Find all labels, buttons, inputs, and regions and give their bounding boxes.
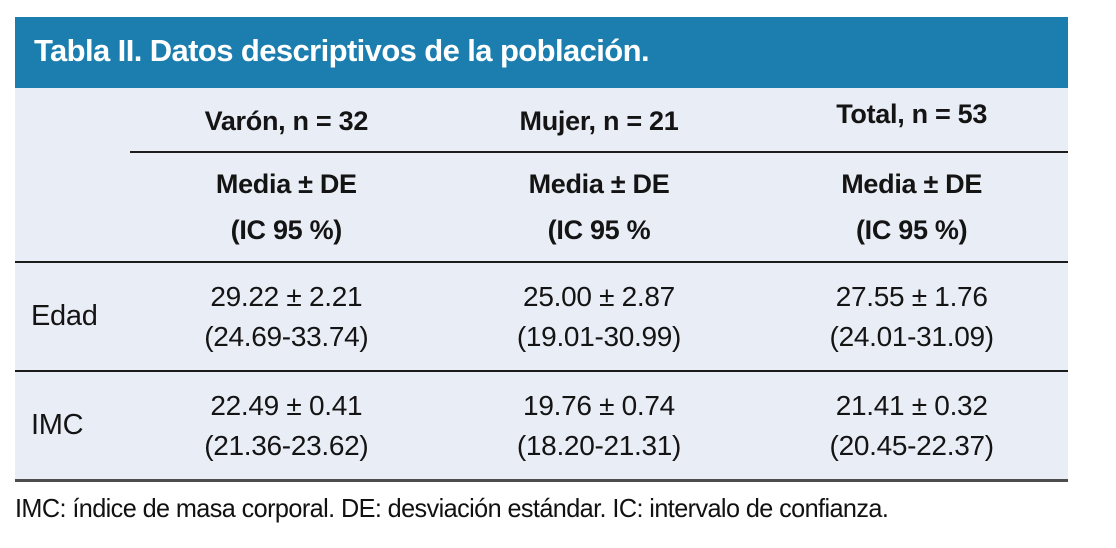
imc-total-cell: 21.41 ± 0.32 (20.45-22.37)	[755, 372, 1068, 479]
table-row-edad: Edad 29.22 ± 2.21 (24.69-33.74) 25.00 ± …	[15, 263, 1068, 372]
group-header-varon: Varón, n = 32	[130, 88, 443, 153]
group-header-total-label: Total, n = 53	[836, 98, 988, 129]
subheader-mujer-ci: (IC 95 %	[547, 215, 651, 245]
edad-mujer-ci: (19.01-30.99)	[516, 320, 682, 352]
imc-total-mean: 21.41 ± 0.32	[835, 389, 988, 421]
group-header-underline	[130, 151, 1068, 153]
table-title-bar: Tabla II. Datos descriptivos de la pobla…	[15, 17, 1068, 88]
group-header-mujer: Mujer, n = 21	[443, 88, 756, 153]
row-label-edad: Edad	[31, 300, 98, 332]
edad-varon-mean: 29.22 ± 2.21	[210, 280, 363, 312]
table-title: Tabla II. Datos descriptivos de la pobla…	[34, 32, 650, 68]
group-header-varon-label: Varón, n = 32	[204, 105, 369, 136]
edad-total-ci: (24.01-31.09)	[829, 320, 995, 352]
imc-mujer-cell: 19.76 ± 0.74 (18.20-21.31)	[443, 372, 756, 479]
edad-total-mean: 27.55 ± 1.76	[835, 280, 988, 312]
group-header-mujer-label: Mujer, n = 21	[519, 105, 679, 136]
table-row-imc: IMC 22.49 ± 0.41 (21.36-23.62) 19.76 ± 0…	[15, 372, 1068, 482]
edad-mujer-cell: 25.00 ± 2.87 (19.01-30.99)	[443, 263, 756, 370]
subheader-total: Media ± DE (IC 95 %)	[755, 153, 1068, 261]
edad-mujer-mean: 25.00 ± 2.87	[523, 280, 675, 312]
subheader-total-measure: Media ± DE	[841, 169, 983, 199]
subheader-total-ci: (IC 95 %)	[855, 215, 968, 245]
subheader-varon-ci: (IC 95 %)	[230, 215, 343, 245]
subheader-mujer: Media ± DE (IC 95 %	[443, 153, 756, 261]
imc-mujer-mean: 19.76 ± 0.74	[523, 389, 675, 421]
edad-varon-ci: (24.69-33.74)	[204, 320, 369, 352]
corner-cell	[15, 88, 130, 153]
group-header-row: Varón, n = 32 Mujer, n = 21 Total, n = 5…	[15, 88, 1068, 153]
subheader-empty-cell	[15, 153, 130, 261]
subheader-row: Media ± DE (IC 95 %) Media ± DE (IC 95 %…	[15, 153, 1068, 263]
subheader-mujer-measure: Media ± DE	[528, 169, 670, 199]
edad-varon-cell: 29.22 ± 2.21 (24.69-33.74)	[130, 263, 443, 370]
table-footnote: IMC: índice de masa corporal. DE: desvia…	[15, 493, 889, 523]
subheader-varon-measure: Media ± DE	[215, 169, 357, 199]
table-card: Tabla II. Datos descriptivos de la pobla…	[15, 17, 1068, 524]
subheader-varon: Media ± DE (IC 95 %)	[130, 153, 443, 261]
imc-total-ci: (20.45-22.37)	[829, 429, 995, 461]
row-label-imc: IMC	[31, 409, 84, 441]
edad-total-cell: 27.55 ± 1.76 (24.01-31.09)	[755, 263, 1068, 370]
group-header-total: Total, n = 53	[755, 88, 1068, 153]
table-body: Varón, n = 32 Mujer, n = 21 Total, n = 5…	[15, 88, 1068, 482]
imc-mujer-ci: (18.20-21.31)	[516, 429, 682, 461]
imc-varon-mean: 22.49 ± 0.41	[210, 389, 363, 421]
imc-varon-ci: (21.36-23.62)	[204, 429, 369, 461]
imc-varon-cell: 22.49 ± 0.41 (21.36-23.62)	[130, 372, 443, 479]
